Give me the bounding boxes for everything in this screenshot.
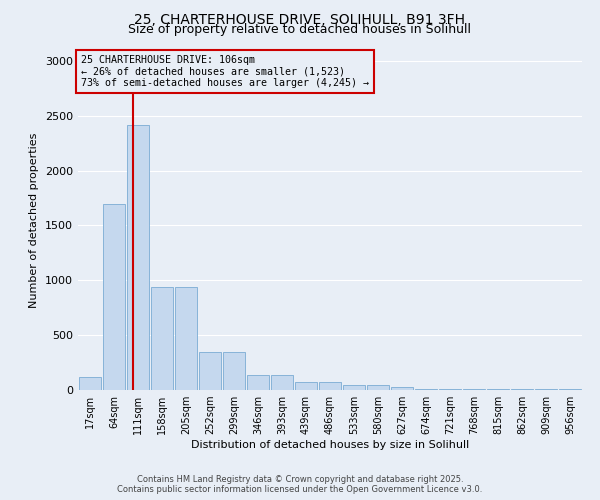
Text: 25, CHARTERHOUSE DRIVE, SOLIHULL, B91 3FH: 25, CHARTERHOUSE DRIVE, SOLIHULL, B91 3F… <box>134 12 466 26</box>
Bar <box>295 382 317 390</box>
Bar <box>367 384 389 390</box>
Bar <box>103 204 125 390</box>
Text: 25 CHARTERHOUSE DRIVE: 106sqm
← 26% of detached houses are smaller (1,523)
73% o: 25 CHARTERHOUSE DRIVE: 106sqm ← 26% of d… <box>80 55 368 88</box>
Text: Contains HM Land Registry data © Crown copyright and database right 2025.
Contai: Contains HM Land Registry data © Crown c… <box>118 474 482 494</box>
Bar <box>319 382 341 390</box>
Bar <box>199 352 221 390</box>
Bar <box>151 287 173 390</box>
Bar <box>343 384 365 390</box>
Bar <box>79 377 101 390</box>
Y-axis label: Number of detached properties: Number of detached properties <box>29 132 40 308</box>
Bar <box>175 287 197 390</box>
Text: Size of property relative to detached houses in Solihull: Size of property relative to detached ho… <box>128 22 472 36</box>
Bar <box>271 374 293 390</box>
Bar <box>391 386 413 390</box>
Bar <box>127 124 149 390</box>
X-axis label: Distribution of detached houses by size in Solihull: Distribution of detached houses by size … <box>191 440 469 450</box>
Bar <box>223 352 245 390</box>
Bar <box>247 374 269 390</box>
